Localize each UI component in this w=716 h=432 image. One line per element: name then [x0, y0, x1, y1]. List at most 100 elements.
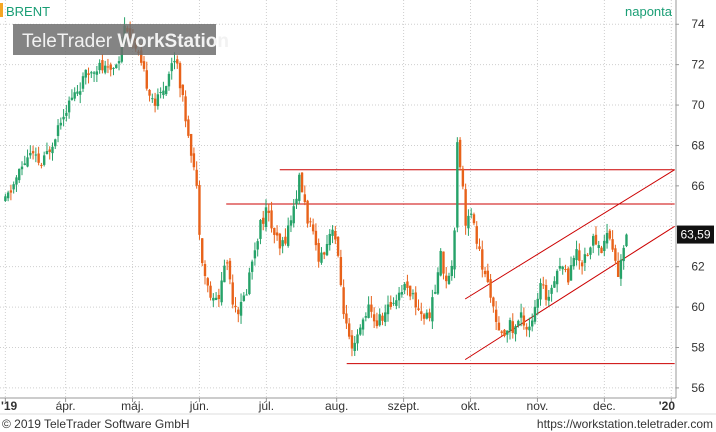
candle-body: [325, 243, 329, 256]
candle-body: [220, 280, 223, 303]
candle-body: [256, 241, 259, 250]
candle-body: [591, 236, 595, 246]
candle-body: [403, 283, 406, 291]
candle-body: [242, 295, 246, 302]
candle-body: [445, 275, 448, 282]
candle-body: [62, 116, 65, 120]
candle-body: [231, 282, 234, 305]
candle-body: [533, 306, 537, 322]
candle-body: [15, 177, 18, 185]
candle-body: [234, 305, 237, 308]
candle-body: [45, 151, 49, 155]
x-axis-labels: '19 ápr. máj. jún. júl. aug. szept. okt. nov. dec…: [1, 398, 675, 413]
candle-body: [425, 312, 429, 319]
candle-body: [347, 323, 351, 337]
candle-body: [184, 96, 187, 122]
candle-body: [159, 92, 162, 94]
candle-body: [320, 252, 323, 263]
candle-body: [23, 163, 26, 165]
candle-body: [561, 266, 564, 270]
candle-body: [245, 294, 248, 296]
candle-body: [431, 297, 434, 322]
candle-body: [309, 221, 312, 223]
candle-body: [547, 296, 551, 301]
candle-body: [117, 61, 121, 64]
candle-body: [164, 86, 168, 95]
instrument-label: BRENT: [6, 4, 50, 19]
candle-body: [20, 166, 24, 170]
candle-body: [217, 294, 221, 300]
candle-body: [142, 61, 146, 69]
candle-body: [381, 315, 384, 321]
candle-body: [140, 50, 143, 63]
candle-body: [506, 330, 509, 335]
candle-body: [522, 315, 526, 326]
candle-body: [367, 304, 370, 318]
candle-body: [447, 275, 451, 284]
candle-body: [42, 155, 46, 165]
candle-body: [397, 292, 401, 301]
candle-body: [339, 257, 343, 286]
candle-body: [395, 300, 398, 306]
candle-body: [359, 327, 362, 335]
candle-body: [564, 269, 567, 271]
candle-body: [494, 309, 498, 322]
accent-marker: [0, 3, 3, 17]
candle-body: [295, 198, 298, 205]
candle-body: [525, 326, 528, 330]
candle-body: [622, 247, 625, 262]
candle-body: [209, 285, 212, 298]
y-tick-label: 60: [691, 300, 705, 314]
candle-body: [206, 278, 209, 286]
candle-body: [225, 262, 229, 264]
candle-body: [201, 238, 204, 264]
candle-body: [270, 210, 273, 229]
candle-body: [289, 220, 293, 226]
candle-body: [467, 215, 470, 229]
candle-body: [65, 112, 68, 116]
candle-body: [567, 268, 570, 283]
candle-body: [342, 287, 345, 315]
last-price-value: 63,59: [680, 228, 710, 242]
x-tick-label: dec.: [593, 399, 616, 413]
candle-body: [317, 243, 320, 262]
candle-body: [611, 239, 614, 250]
candle-body: [18, 168, 21, 181]
candle-body: [458, 139, 462, 168]
watermark-brand: WorkStation: [117, 31, 229, 52]
y-axis-labels: 56 58 60 62 66 68 70 72 74: [676, 17, 705, 395]
candle-body: [356, 334, 359, 344]
candle-body: [81, 76, 85, 89]
candlestick-series: [4, 17, 628, 357]
x-tick-label: '19: [1, 399, 18, 413]
candle-body: [555, 270, 559, 285]
candle-body: [103, 65, 107, 73]
candle-body: [511, 321, 514, 333]
candle-body: [300, 172, 304, 193]
candle-body: [109, 64, 112, 70]
candle-body: [92, 72, 96, 74]
candle-body: [264, 207, 268, 228]
candle-body: [550, 287, 553, 294]
candle-body: [228, 260, 232, 280]
y-tick-label: 70: [691, 98, 705, 112]
footer-url[interactable]: https://workstation.teletrader.com: [537, 417, 713, 431]
candle-body: [334, 231, 337, 240]
candle-body: [31, 151, 35, 154]
candle-body: [76, 91, 79, 94]
x-tick-label: aug.: [325, 399, 348, 413]
candle-body: [553, 281, 556, 288]
candle-body: [87, 73, 90, 75]
candle-body: [569, 265, 573, 281]
candle-body: [580, 262, 584, 267]
candle-body: [314, 230, 318, 246]
candle-body: [572, 257, 575, 267]
x-tick-label: szept.: [388, 399, 420, 413]
candle-body: [345, 313, 348, 324]
x-tick-label: jún.: [189, 399, 209, 413]
candle-body: [192, 153, 196, 168]
watermark-text: TeleTrader WorkStation: [22, 31, 229, 52]
candle-body: [406, 281, 409, 288]
candle-body: [386, 304, 390, 315]
x-tick-label: okt.: [461, 399, 480, 413]
